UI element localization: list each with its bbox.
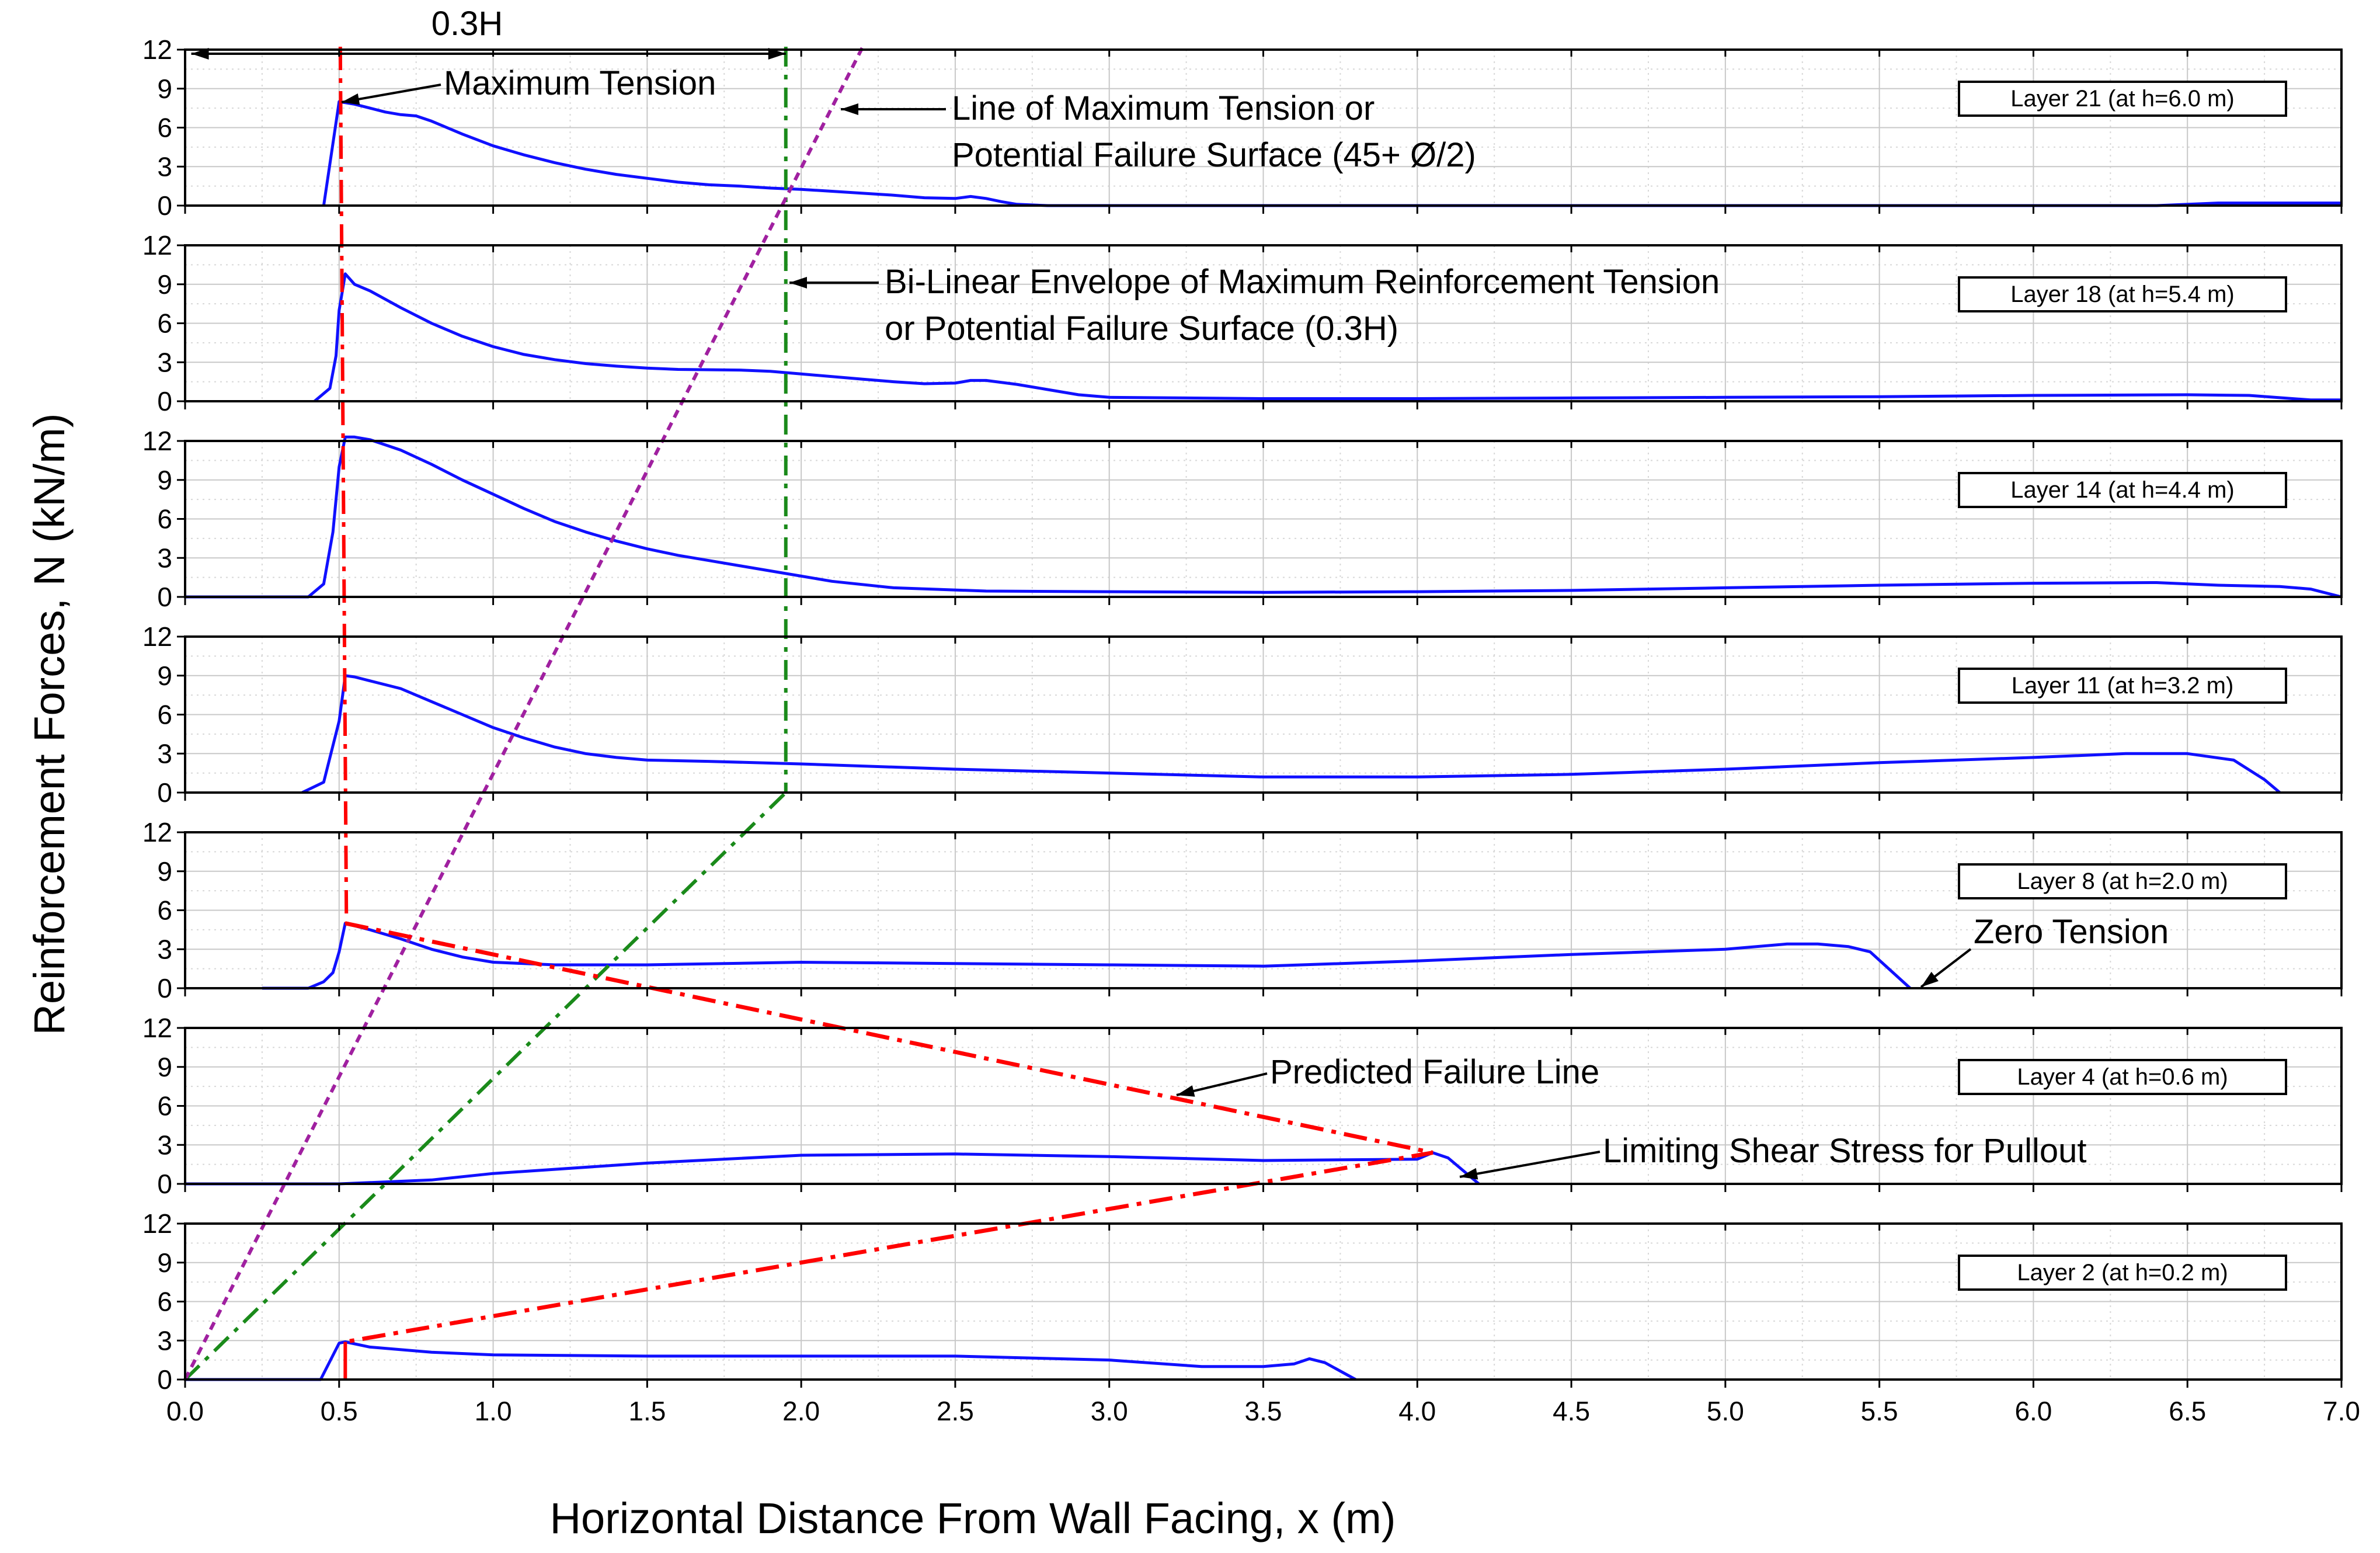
layer-label-box [1958,81,2287,117]
y-tick-label: 6 [157,700,172,730]
y-tick-label: 3 [157,1130,172,1160]
x-tick-label: 6.0 [2014,1396,2052,1426]
x-tick-label: 4.5 [1553,1396,1590,1426]
x-tick-label: 0.0 [166,1396,204,1426]
bilinear-arrow-head [789,277,807,289]
y-tick-label: 3 [157,151,172,182]
y-tick-label: 12 [142,426,172,456]
layer-label-text: Layer 21 (at h=6.0 m) [2010,86,2235,112]
max-tension-arrow-head [342,93,360,105]
series-line-layer-7 [185,1340,1357,1381]
y-tick-label: 9 [157,856,172,887]
y-tick-label: 9 [157,74,172,104]
predicted-failure-arrow-head [1177,1085,1195,1097]
annotation-maximum-tension: Maximum Tension [444,64,716,102]
bilinear-envelope-diagonal [183,791,787,1381]
annotation-0-3h: 0.3H [432,5,503,43]
annotation-bilinear-1: Bi-Linear Envelope of Maximum Reinforcem… [885,263,1720,301]
y-tick-label: 12 [142,230,172,260]
layer-label-box [1958,1059,2287,1095]
annotation-zero-tension: Zero Tension [1974,913,2169,951]
layer-label-text: Layer 8 (at h=2.0 m) [2017,868,2228,894]
series-line-layer-1 [322,100,2341,207]
y-tick-label: 9 [157,1248,172,1278]
y-tick-label: 0 [157,1169,172,1199]
limiting-shear-arrow [1459,1151,1600,1178]
layer-label-box [1958,863,2287,899]
annotation-limiting-shear-stress: Limiting Shear Stress for Pullout [1603,1132,2086,1170]
series-line-layer-2 [313,272,2341,402]
x-tick-label: 5.0 [1707,1396,1744,1426]
y-tick-label: 9 [157,1052,172,1082]
series-line-layer-4 [301,674,2281,794]
y-tick-label: 9 [157,269,172,300]
y-tick-label: 9 [157,661,172,691]
layer-label-text: Layer 2 (at h=0.2 m) [2017,1260,2228,1286]
series-layer [185,100,2342,1381]
zero-tension-arrow-head [1921,971,1939,987]
layer-label-box [1958,276,2287,312]
layer-label-text: Layer 14 (at h=4.4 m) [2010,477,2235,503]
y-axis-title: Reinforcement Forces, N (kN/m) [25,414,74,1036]
frame-layer: 0 3 6 9 12 0 3 6 9 12 0 3 6 9 12 0 3 6 9 12 0 3 6 9 12 0 3 6 9 12 0 3 6 9… [142,34,2360,1426]
y-tick-label: 9 [157,465,172,495]
x-tick-label: 3.0 [1091,1396,1128,1426]
x-tick-label: 2.5 [937,1396,974,1426]
annotation-predicted-failure-line: Predicted Failure Line [1270,1053,1599,1091]
layer-label-box [1958,668,2287,704]
y-tick-label: 6 [157,895,172,926]
y-tick-label: 12 [142,621,172,652]
x-tick-label: 1.5 [628,1396,666,1426]
annotation-line-max-tension-1: Line of Maximum Tension or [952,89,1375,127]
x-axis-title: Horizontal Distance From Wall Facing, x … [550,1494,1396,1542]
y-tick-label: 0 [157,386,172,416]
y-tick-label: 6 [157,1287,172,1317]
y-tick-label: 0 [157,582,172,612]
x-tick-label: 6.5 [2169,1396,2206,1426]
annotations-layer [191,48,1972,1180]
dimension-arrow-right-head [768,48,786,60]
predicted-failure-line [345,921,1433,1344]
y-tick-label: 12 [142,817,172,847]
y-tick-label: 3 [157,543,172,573]
y-tick-label: 12 [142,1208,172,1239]
y-tick-label: 3 [157,738,172,769]
y-tick-label: 0 [157,1364,172,1395]
layer-labels: Layer 21 (at h=6.0 m) Layer 18 (at h=5.4 … [1958,81,2287,1291]
x-tick-label: 1.0 [475,1396,512,1426]
annotation-line-max-tension-2: Potential Failure Surface (45+ Ø/2) [952,136,1476,174]
reference-lines-layer [183,46,1433,1381]
x-tick-label: 0.5 [321,1396,358,1426]
x-tick-label: 5.5 [1861,1396,1898,1426]
y-tick-label: 12 [142,1013,172,1043]
y-tick-label: 6 [157,1091,172,1121]
series-line-layer-3 [185,435,2342,599]
y-tick-label: 6 [157,504,172,534]
y-tick-label: 0 [157,190,172,221]
x-tick-label: 3.5 [1245,1396,1282,1426]
layer-label-box [1958,472,2287,508]
potential-failure-surface-line [183,46,865,1381]
x-tick-label: 4.0 [1398,1396,1436,1426]
limiting-shear-arrow-head [1460,1168,1478,1180]
x-tick-label: 2.0 [782,1396,820,1426]
y-tick-label: 6 [157,308,172,339]
y-tick-label: 0 [157,777,172,808]
y-tick-label: 6 [157,113,172,143]
x-tick-label: 7.0 [2323,1396,2360,1426]
annotation-bilinear-2: or Potential Failure Surface (0.3H) [885,310,1398,348]
y-tick-label: 3 [157,347,172,377]
y-tick-label: 12 [142,34,172,65]
y-tick-label: 3 [157,934,172,964]
layer-label-text: Layer 18 (at h=5.4 m) [2010,282,2235,307]
series-line-layer-5 [262,922,1912,990]
max-tension-line [338,46,349,923]
line-max-tension-arrow-head [841,103,858,115]
layer-label-text: Layer 4 (at h=0.6 m) [2017,1064,2228,1090]
y-tick-label: 0 [157,973,172,1003]
layer-label-text: Layer 11 (at h=3.2 m) [2012,673,2234,699]
layer-label-box [1958,1255,2287,1291]
y-tick-label: 3 [157,1325,172,1356]
